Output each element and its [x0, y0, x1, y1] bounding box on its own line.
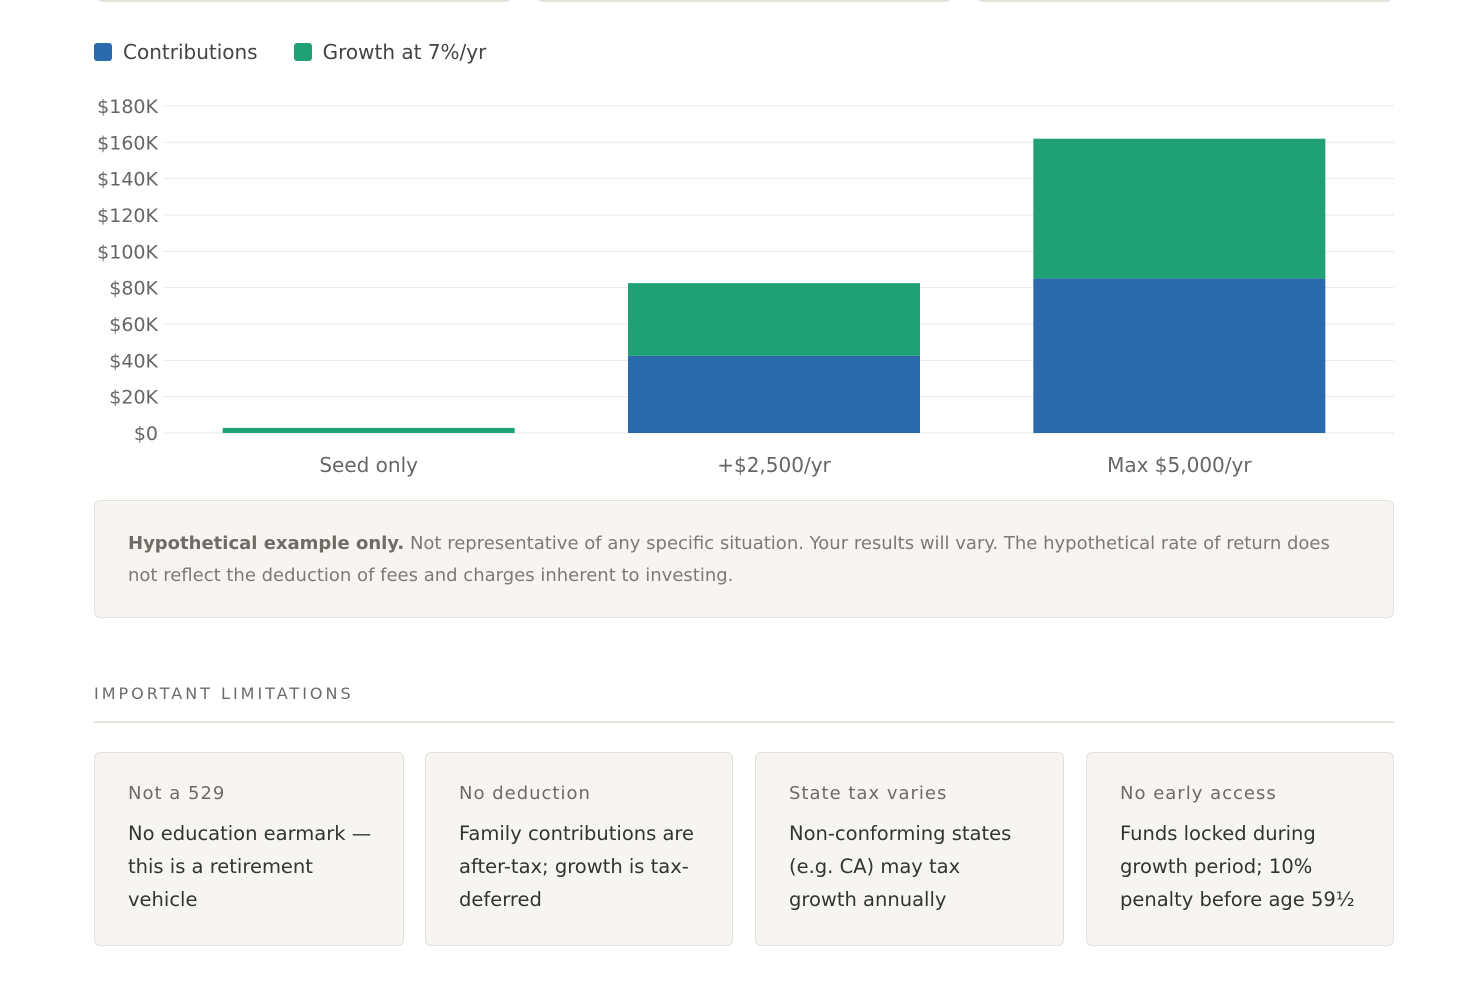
- y-tick-label: $140K: [97, 169, 158, 191]
- limitation-card-state-tax: State tax varies Non-conforming states (…: [755, 752, 1064, 946]
- y-tick-label: $160K: [97, 132, 158, 154]
- limitation-title: No early access: [1120, 783, 1277, 804]
- limitation-body: Funds locked during growth period; 10% p…: [1120, 822, 1355, 911]
- legend-label-contributions: Contributions: [123, 40, 258, 64]
- limitation-card-not-529: Not a 529 No education earmark — this is…: [94, 752, 404, 946]
- legend-item-growth: Growth at 7%/yr: [293, 40, 487, 64]
- x-category-label: Seed only: [319, 453, 418, 477]
- bar-segment-contributions: [628, 355, 920, 433]
- disclaimer-bold: Hypothetical example only.: [128, 533, 405, 554]
- legend-item-contributions: Contributions: [94, 40, 258, 64]
- limitation-card-no-deduction: No deduction Family contributions are af…: [425, 752, 733, 946]
- limitation-body: Family contributions are after-tax; grow…: [459, 822, 695, 911]
- y-tick-label: $20K: [109, 387, 158, 409]
- limitations-heading: IMPORTANT LIMITATIONS: [94, 684, 354, 703]
- legend-label-growth: Growth at 7%/yr: [322, 40, 487, 64]
- section-divider: [94, 721, 1394, 723]
- y-tick-label: $40K: [109, 350, 158, 372]
- y-tick-label: $0: [134, 423, 158, 445]
- y-tick-label: $180K: [97, 96, 158, 118]
- x-category-label: +$2,500/yr: [717, 453, 831, 477]
- chart-legend: Contributions Growth at 7%/yr: [94, 40, 486, 64]
- bar-segment-growth: [628, 283, 920, 356]
- limitation-body: No education earmark — this is a retirem…: [128, 822, 372, 911]
- x-category-label: Max $5,000/yr: [1107, 453, 1252, 477]
- limitation-title: State tax varies: [789, 783, 948, 804]
- limitation-title: No deduction: [459, 783, 591, 804]
- bar-segment-growth: [222, 427, 515, 433]
- growth-bar-chart: $0 $20K $40K $60K $80K $100K $120K $140K $160K $1…: [97, 96, 1394, 477]
- growth-swatch: [293, 43, 312, 61]
- disclaimer-text: Not representative of any specific situa…: [128, 533, 1330, 586]
- y-tick-label: $120K: [97, 205, 158, 227]
- y-tick-label: $100K: [97, 241, 158, 263]
- limitation-body: Non-conforming states (e.g. CA) may tax …: [789, 822, 1012, 911]
- y-tick-label: $60K: [109, 314, 158, 336]
- hypothetical-disclaimer: Hypothetical example only. Not represent…: [94, 500, 1394, 618]
- contributions-swatch: [94, 43, 112, 61]
- y-tick-label: $80K: [109, 278, 158, 300]
- limitation-card-no-early-access: No early access Funds locked during grow…: [1086, 752, 1394, 946]
- bar-segment-growth: [1033, 138, 1326, 279]
- bar-segment-contributions: [1033, 278, 1326, 433]
- limitation-title: Not a 529: [128, 783, 226, 804]
